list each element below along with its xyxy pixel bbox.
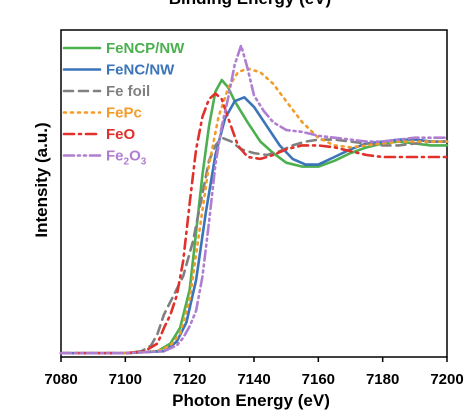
series-line-4 [59, 92, 449, 355]
x-tick-label: 7120 [173, 371, 206, 388]
legend-label-3: FePc [106, 105, 142, 122]
series-line-5 [59, 44, 449, 355]
legend-label-1: FeNC/NW [106, 62, 175, 79]
plot-border [60, 29, 448, 358]
x-tick-layer: 7080 7100 7120 7140 7160 7180 7200 [44, 357, 464, 388]
legend-label-0: FeNCP/NW [106, 40, 185, 57]
x-tick-label: 7200 [430, 371, 463, 388]
x-tick-label: 7180 [366, 371, 399, 388]
top-partial-title: Binding Energy (eV) [169, 0, 331, 8]
x-tick-label: 7140 [237, 371, 270, 388]
legend: FeNCP/NW FeNC/NW Fe foil FePc FeO Fe2O3 [62, 40, 185, 168]
x-tick-label: 7160 [302, 371, 335, 388]
y-axis-title: Intensity (a.u.) [32, 122, 51, 237]
legend-label-5: Fe2O3 [106, 148, 147, 168]
series-line-2 [59, 136, 449, 355]
x-tick-label: 7080 [44, 371, 77, 388]
series-line-3 [59, 67, 449, 355]
plot-frame [60, 29, 448, 358]
series-layer [59, 44, 449, 355]
x-tick-label: 7100 [109, 371, 142, 388]
legend-label-2: Fe foil [106, 83, 150, 100]
legend-label-4: FeO [106, 126, 136, 143]
x-axis-title: Photon Energy (eV) [172, 391, 330, 410]
